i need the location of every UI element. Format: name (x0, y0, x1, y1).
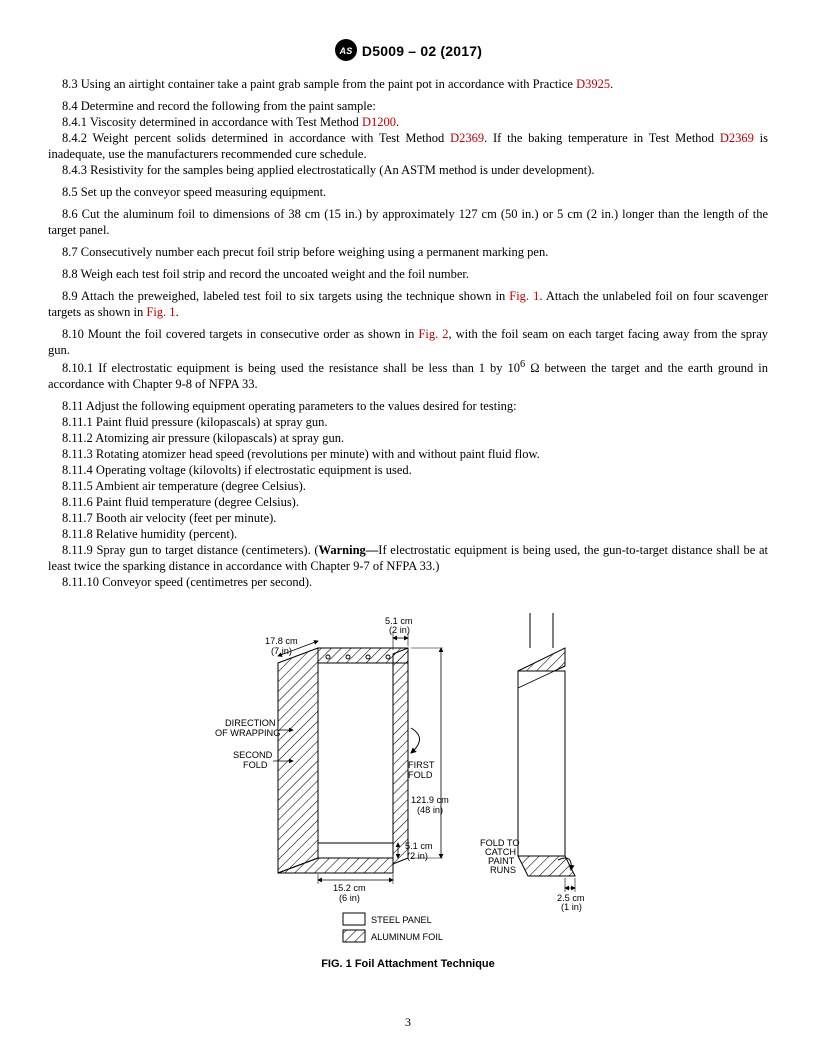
para-8-4-1: 8.4.1 Viscosity determined in accordance… (48, 114, 768, 130)
svg-text:17.8 cm: 17.8 cm (265, 636, 298, 646)
para-8-6: 8.6 Cut the aluminum foil to dimensions … (48, 206, 768, 238)
svg-text:OF WRAPPING: OF WRAPPING (215, 728, 280, 738)
para-8-4-2: 8.4.2 Weight percent solids determined i… (48, 130, 768, 162)
para-8-11-6: 8.11.6 Paint fluid temperature (degree C… (48, 494, 768, 510)
para-8-7: 8.7 Consecutively number each precut foi… (48, 244, 768, 260)
para-8-11-7: 8.11.7 Booth air velocity (feet per minu… (48, 510, 768, 526)
para-8-11-1: 8.11.1 Paint fluid pressure (kilopascals… (48, 414, 768, 430)
para-8-3: 8.3 Using an airtight container take a p… (48, 76, 768, 92)
para-8-11-3: 8.11.3 Rotating atomizer head speed (rev… (48, 446, 768, 462)
para-8-11-2: 8.11.2 Atomizing air pressure (kilopasca… (48, 430, 768, 446)
doc-header: AS D5009 – 02 (2017) (48, 38, 768, 62)
svg-text:FIRST: FIRST (408, 760, 435, 770)
svg-text:FOLD: FOLD (408, 770, 433, 780)
para-8-10-1: 8.10.1 If electrostatic equipment is bei… (48, 358, 768, 392)
para-8-10: 8.10 Mount the foil covered targets in c… (48, 326, 768, 358)
para-8-11-5: 8.11.5 Ambient air temperature (degree C… (48, 478, 768, 494)
para-8-11: 8.11 Adjust the following equipment oper… (48, 398, 768, 414)
figure-1-caption: FIG. 1 Foil Attachment Technique (48, 958, 768, 970)
svg-text:5.1 cm: 5.1 cm (405, 841, 433, 851)
ref-d1200: D1200 (362, 115, 396, 129)
figure-1-svg: 17.8 cm (7 in) 5.1 cm (2 in) DIRECTION O… (193, 608, 623, 948)
svg-text:DIRECTION: DIRECTION (225, 718, 276, 728)
para-8-11-10: 8.11.10 Conveyor speed (centimetres per … (48, 574, 768, 590)
ref-fig2: Fig. 2 (418, 327, 448, 341)
para-8-4: 8.4 Determine and record the following f… (48, 98, 768, 114)
ref-d2369-2: D2369 (720, 131, 754, 145)
ref-d3925: D3925 (576, 77, 610, 91)
svg-text:15.2 cm: 15.2 cm (333, 883, 366, 893)
para-8-4-3: 8.4.3 Resistivity for the samples being … (48, 162, 768, 178)
svg-text:(2 in): (2 in) (407, 851, 428, 861)
para-8-11-4: 8.11.4 Operating voltage (kilovolts) if … (48, 462, 768, 478)
svg-text:(6 in): (6 in) (339, 893, 360, 903)
para-8-11-9: 8.11.9 Spray gun to target distance (cen… (48, 542, 768, 574)
ref-fig1-b: Fig. 1 (146, 305, 175, 319)
para-8-11-8: 8.11.8 Relative humidity (percent). (48, 526, 768, 542)
svg-text:FOLD: FOLD (243, 760, 268, 770)
svg-text:AS: AS (338, 46, 352, 56)
svg-text:(48 in): (48 in) (417, 805, 443, 815)
svg-text:(1 in): (1 in) (561, 902, 582, 912)
svg-text:ALUMINUM FOIL: ALUMINUM FOIL (371, 932, 443, 942)
para-8-9: 8.9 Attach the preweighed, labeled test … (48, 288, 768, 320)
ref-d2369-1: D2369 (450, 131, 484, 145)
para-8-8: 8.8 Weigh each test foil strip and recor… (48, 266, 768, 282)
svg-text:STEEL PANEL: STEEL PANEL (371, 915, 432, 925)
ref-fig1-a: Fig. 1 (509, 289, 539, 303)
svg-text:121.9 cm: 121.9 cm (411, 795, 449, 805)
svg-text:(7 in): (7 in) (271, 646, 292, 656)
svg-text:(2 in): (2 in) (389, 625, 410, 635)
designation: D5009 – 02 (2017) (362, 43, 482, 59)
para-8-5: 8.5 Set up the conveyor speed measuring … (48, 184, 768, 200)
figure-1: 17.8 cm (7 in) 5.1 cm (2 in) DIRECTION O… (48, 608, 768, 970)
page-number: 3 (0, 1015, 816, 1030)
svg-text:RUNS: RUNS (490, 865, 516, 875)
svg-text:SECOND: SECOND (233, 750, 273, 760)
astm-logo-icon: AS (334, 38, 358, 62)
